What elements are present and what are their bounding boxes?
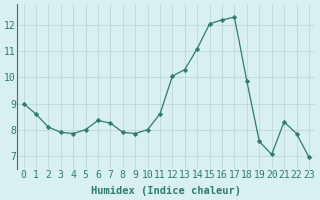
X-axis label: Humidex (Indice chaleur): Humidex (Indice chaleur) <box>91 186 241 196</box>
